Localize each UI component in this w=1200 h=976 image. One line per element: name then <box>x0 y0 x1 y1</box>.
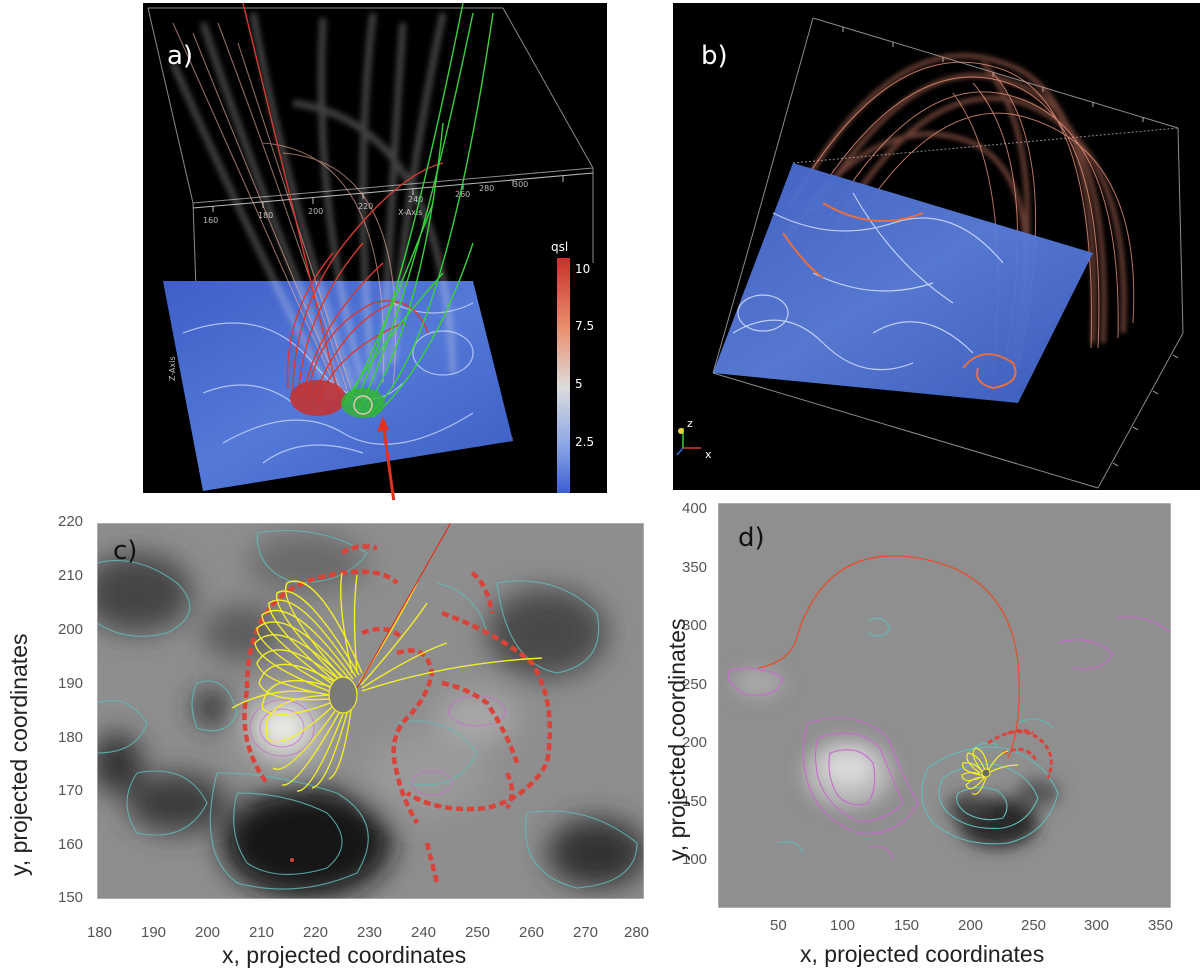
panel-a-colorbar <box>557 258 570 493</box>
panel-a-x-tick: 200 <box>308 207 323 216</box>
panel-b-label: b) <box>701 41 728 71</box>
panel-c-spine-line <box>356 523 452 689</box>
panel-c-x-tick: 220 <box>303 924 329 941</box>
panel-c-red-dot <box>290 858 294 862</box>
panel-b-3d-qsl-render: z x b) <box>673 3 1200 490</box>
panel-d-y-tick: 200 <box>682 734 708 751</box>
panel-d-x-tick: 200 <box>958 917 984 934</box>
panel-d-x-axis-title: x, projected coordinates <box>800 941 1045 967</box>
panel-c-x-tick: 200 <box>195 924 221 941</box>
panel-c-x-tick: 180 <box>87 924 113 941</box>
panel-a-red-footpoint <box>290 380 346 416</box>
panel-d-y-tick: 300 <box>682 617 708 634</box>
panel-c-null-region <box>328 676 358 714</box>
panel-c-y-tick: 180 <box>58 729 84 746</box>
panel-a-z-axis-name: Z-Axis <box>168 356 177 381</box>
panel-c-y-tick: 210 <box>58 567 84 584</box>
panel-d-x-tick: 300 <box>1084 917 1110 934</box>
panel-a-colorbar-title: qsl <box>551 240 568 254</box>
panel-b-orange-qsl-ridges <box>782 202 1017 390</box>
panel-d-x-tick: 350 <box>1148 917 1174 934</box>
panel-d-magnetogram <box>733 668 1060 848</box>
panel-d-y-tick: 150 <box>682 793 708 810</box>
panel-d-null-region <box>981 768 991 778</box>
panel-a-x-tick: 300 <box>513 180 528 189</box>
panel-c-magnetogram-fieldlines: 220 210 200 190 180 170 160 150 180 190 … <box>0 500 660 976</box>
panel-c-red-qsl <box>242 544 553 884</box>
panel-d-cyan-contours <box>777 617 1059 854</box>
panel-c-x-axis-title: x, projected coordinates <box>222 942 467 968</box>
panel-c-x-tick: 240 <box>411 924 437 941</box>
panel-a-pink-loops <box>172 22 397 396</box>
panel-a-x-tick: 160 <box>203 216 218 225</box>
panel-c-y-tick: 170 <box>58 782 84 799</box>
panel-c-y-tick: 200 <box>58 621 84 638</box>
panel-d-magnetogram-fieldlines: 400 350 300 250 200 150 100 50 100 150 2… <box>660 493 1200 976</box>
panel-c-x-tick: 280 <box>624 924 650 941</box>
panel-b-edge-ticks <box>842 27 1179 467</box>
panel-c-y-tick: 220 <box>58 513 84 530</box>
panel-c-x-tick: 230 <box>357 924 383 941</box>
panel-a-null-ring <box>353 395 373 415</box>
panel-c-y-tick: 150 <box>58 889 84 906</box>
panel-a-x-tick: 180 <box>258 211 273 220</box>
panel-d-x-tick: 50 <box>770 917 787 934</box>
panel-a-colorbar-tick: 10 <box>575 262 590 276</box>
panel-c-x-tick: 270 <box>573 924 599 941</box>
panel-b-triad-x: x <box>705 448 712 461</box>
panel-a-x-tick: 280 <box>479 184 494 193</box>
panel-c-label: c) <box>113 536 138 566</box>
panel-d-y-tick: 400 <box>682 500 708 517</box>
panel-b-photosphere-plane <box>713 163 1093 403</box>
panel-d-x-tick: 100 <box>830 917 856 934</box>
panel-a-green-footpoint <box>341 388 385 418</box>
panel-b-axis-triad: z x <box>676 417 712 461</box>
panel-c-y-tick: 190 <box>58 675 84 692</box>
panel-d-large-loop <box>757 555 1020 759</box>
panel-b-plane-qsl-traces <box>732 192 1004 371</box>
panel-b-triad-z: z <box>687 417 693 430</box>
panel-c-x-tick: 210 <box>249 924 275 941</box>
panel-a-colorbar-tick: 5 <box>575 377 583 391</box>
panel-a-colorbar-tick: 2.5 <box>575 435 594 449</box>
panel-d-magenta-contours <box>727 616 1171 859</box>
panel-a-label: a) <box>167 41 194 71</box>
panel-a-colorbar-tick: 7.5 <box>575 319 594 333</box>
panel-d-plot-area <box>718 503 1171 908</box>
panel-d-yellow-field-lines <box>961 747 1019 795</box>
panel-d-y-tick: 250 <box>682 676 708 693</box>
panel-d-label: d) <box>738 523 765 553</box>
panel-d-y-tick: 350 <box>682 559 708 576</box>
panel-d-y-tick: 100 <box>682 851 708 868</box>
panel-d-x-tick: 150 <box>894 917 920 934</box>
panel-c-x-tick: 260 <box>519 924 545 941</box>
panel-c-y-axis-title: y, projected coordinates <box>6 633 32 877</box>
panel-d-y-axis-title: y, projected coordinates <box>664 618 690 862</box>
panel-c-yellow-field-lines <box>231 572 543 792</box>
panel-c-y-tick: 160 <box>58 836 84 853</box>
panel-c-plot-area <box>97 523 644 899</box>
panel-c-x-tick: 250 <box>465 924 491 941</box>
panel-d-x-tick: 250 <box>1021 917 1047 934</box>
panel-a-x-tick: 260 <box>455 190 470 199</box>
panel-c-x-tick: 190 <box>141 924 167 941</box>
panel-b-canvas: z x <box>676 17 1184 489</box>
panel-a-3d-qsl-render: 160 180 200 220 240 260 280 300 X-Axis Z… <box>143 3 607 493</box>
panel-a-canvas: 160 180 200 220 240 260 280 300 X-Axis Z… <box>147 3 594 493</box>
